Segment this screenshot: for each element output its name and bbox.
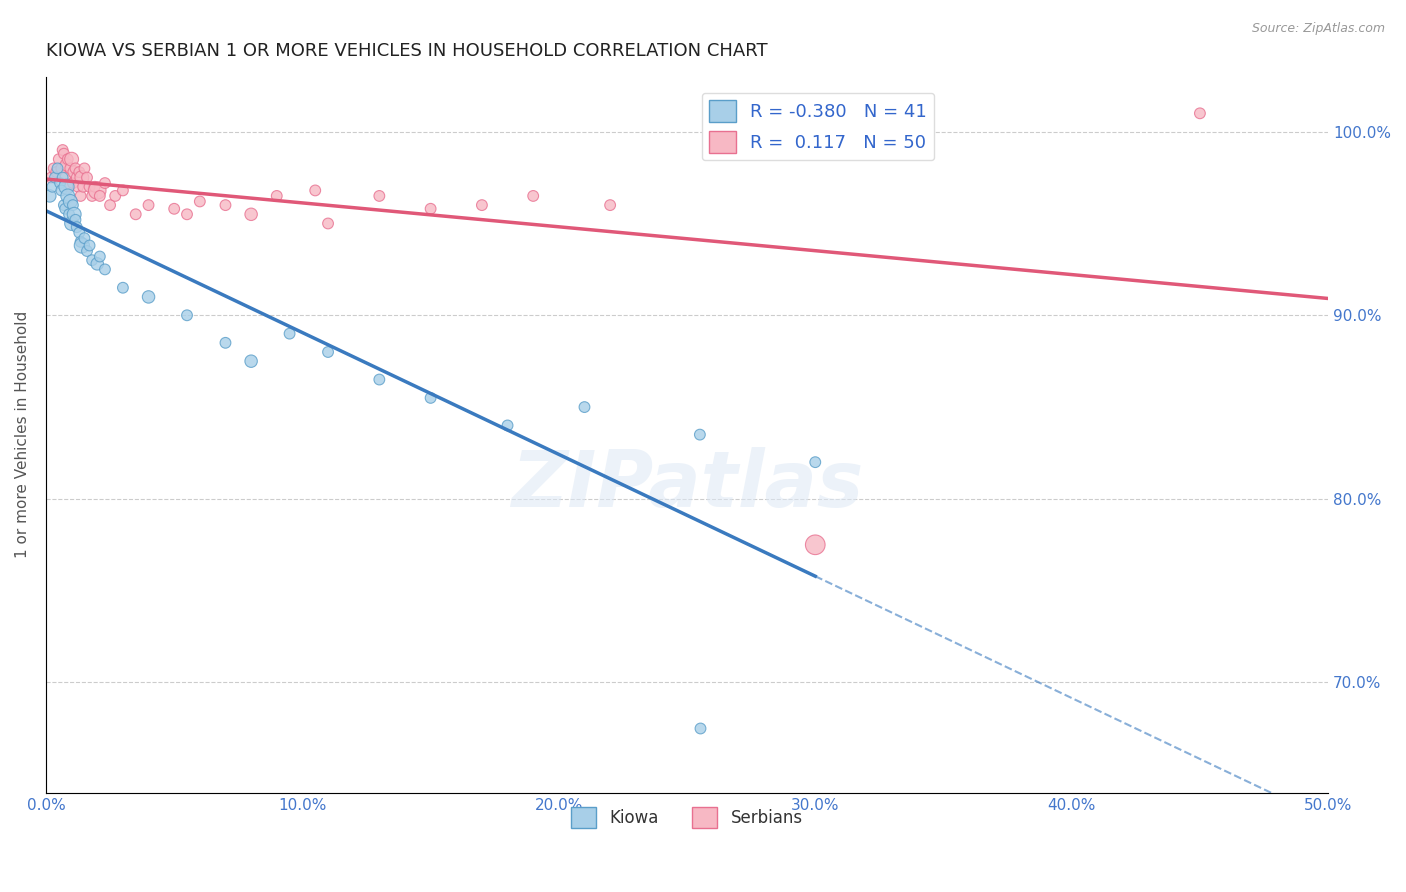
Point	[266, 189, 288, 203]
Point	[419, 202, 441, 216]
Point	[804, 538, 827, 552]
Point	[46, 161, 69, 176]
Point	[51, 161, 73, 176]
Point	[138, 198, 160, 212]
Point	[63, 165, 86, 179]
Point	[76, 170, 98, 185]
Point	[65, 212, 87, 227]
Point	[599, 198, 621, 212]
Point	[76, 244, 98, 258]
Point	[83, 179, 105, 194]
Point	[59, 194, 82, 209]
Point	[45, 165, 67, 179]
Point	[86, 183, 108, 197]
Point	[79, 179, 101, 194]
Point	[94, 176, 117, 190]
Y-axis label: 1 or more Vehicles in Household: 1 or more Vehicles in Household	[15, 311, 30, 558]
Point	[240, 354, 263, 368]
Point	[70, 238, 93, 252]
Point	[73, 161, 96, 176]
Point	[62, 176, 84, 190]
Point	[98, 198, 121, 212]
Point	[52, 170, 75, 185]
Point	[86, 257, 108, 271]
Point	[104, 189, 127, 203]
Point	[59, 161, 82, 176]
Point	[138, 290, 160, 304]
Point	[240, 207, 263, 221]
Point	[574, 400, 596, 414]
Point	[63, 207, 86, 221]
Point	[38, 189, 60, 203]
Point	[48, 152, 70, 166]
Point	[82, 189, 104, 203]
Point	[49, 176, 72, 190]
Point	[316, 217, 339, 231]
Point	[52, 143, 75, 157]
Point	[471, 198, 494, 212]
Point	[689, 427, 711, 442]
Point	[67, 165, 90, 179]
Point	[69, 235, 91, 249]
Point	[65, 161, 87, 176]
Text: Source: ZipAtlas.com: Source: ZipAtlas.com	[1251, 22, 1385, 36]
Point	[73, 231, 96, 245]
Point	[94, 262, 117, 277]
Point	[62, 198, 84, 212]
Point	[689, 722, 711, 736]
Point	[66, 170, 89, 185]
Point	[1188, 106, 1211, 120]
Point	[214, 335, 236, 350]
Point	[56, 189, 79, 203]
Point	[55, 179, 77, 194]
Point	[58, 207, 80, 221]
Point	[89, 250, 111, 264]
Point	[176, 207, 198, 221]
Point	[522, 189, 544, 203]
Point	[44, 170, 66, 185]
Point	[125, 207, 148, 221]
Point	[419, 391, 441, 405]
Text: ZIPatlas: ZIPatlas	[510, 447, 863, 523]
Point	[69, 189, 91, 203]
Text: KIOWA VS SERBIAN 1 OR MORE VEHICLES IN HOUSEHOLD CORRELATION CHART: KIOWA VS SERBIAN 1 OR MORE VEHICLES IN H…	[46, 42, 768, 60]
Point	[60, 152, 83, 166]
Point	[79, 238, 101, 252]
Point	[70, 170, 93, 185]
Point	[66, 220, 89, 235]
Point	[52, 146, 75, 161]
Point	[316, 345, 339, 359]
Point	[67, 226, 90, 240]
Point	[111, 183, 134, 197]
Point	[51, 183, 73, 197]
Point	[42, 161, 65, 176]
Point	[39, 170, 62, 185]
Point	[804, 455, 827, 469]
Point	[82, 253, 104, 268]
Point	[55, 158, 77, 172]
Point	[41, 179, 63, 194]
Point	[52, 198, 75, 212]
Point	[278, 326, 301, 341]
Point	[60, 217, 83, 231]
Point	[214, 198, 236, 212]
Point	[368, 189, 391, 203]
Point	[53, 170, 76, 185]
Point	[163, 202, 186, 216]
Point	[368, 372, 391, 386]
Point	[188, 194, 211, 209]
Point	[56, 152, 79, 166]
Point	[89, 189, 111, 203]
Point	[304, 183, 326, 197]
Point	[176, 308, 198, 322]
Point	[496, 418, 519, 433]
Point	[66, 179, 89, 194]
Point	[53, 202, 76, 216]
Point	[111, 281, 134, 295]
Legend: Kiowa, Serbians: Kiowa, Serbians	[565, 801, 810, 834]
Point	[72, 179, 94, 194]
Point	[58, 179, 80, 194]
